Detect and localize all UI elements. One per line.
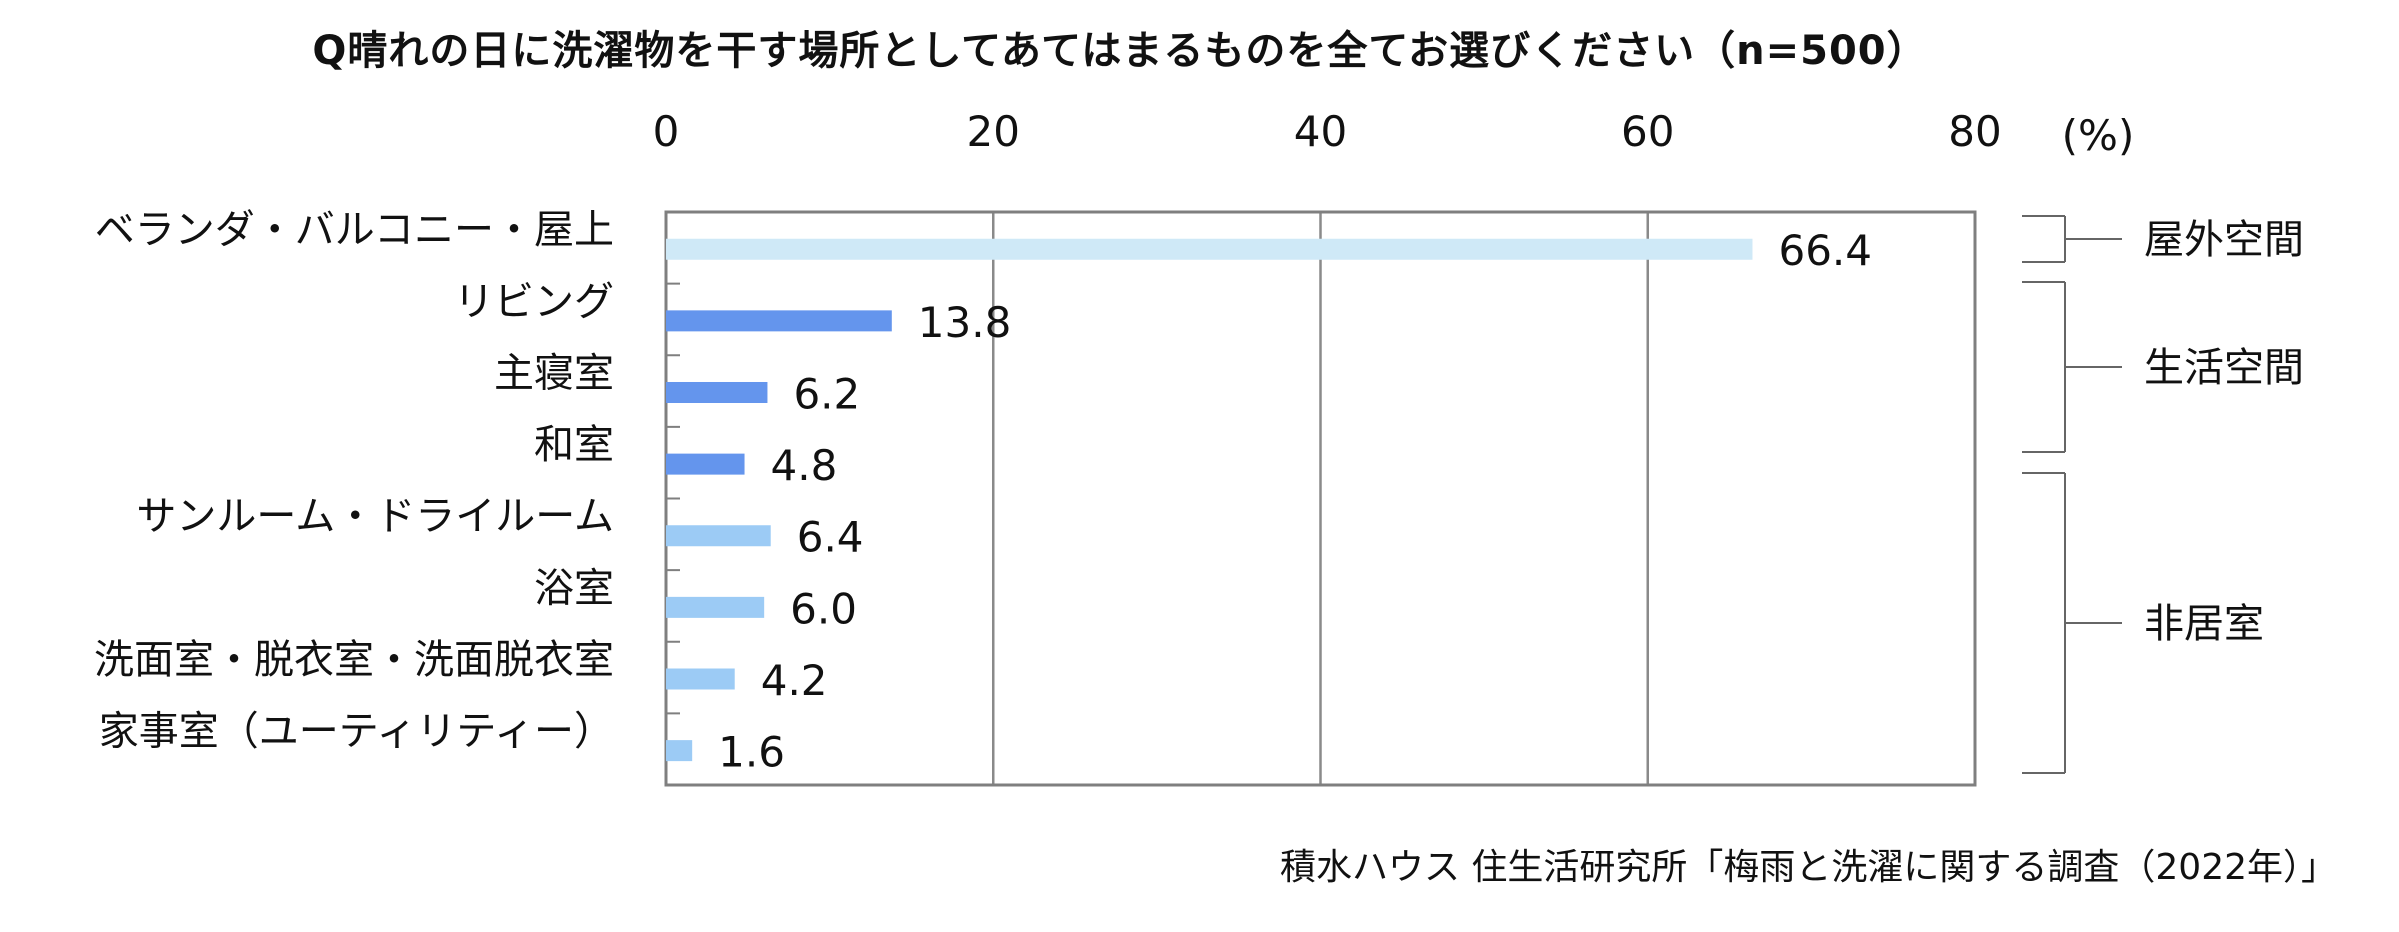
bar [666,310,892,332]
category-label: 主寝室 [494,350,614,396]
group-label: 非居室 [2144,601,2264,647]
category-label: 家事室（ユーティリティー） [99,709,614,755]
data-label: 4.8 [771,441,838,490]
x-tick-label: 40 [1294,107,1347,156]
category-label: リビング [454,279,614,325]
chart-title: Q晴れの日に洗濯物を干す場所としてあてはまるものを全てお選びください（n=500… [312,28,1928,74]
bar [666,525,771,547]
category-label: サンルーム・ドライルーム [136,494,614,540]
bar [666,596,765,618]
category-label: ベランダ・バルコニー・屋上 [95,207,614,253]
x-unit-label: (%) [2062,111,2135,160]
x-tick-label: 80 [1948,107,2001,156]
data-label: 13.8 [918,298,1012,347]
bar [666,668,735,690]
bar [666,381,768,403]
category-label: 浴室 [534,565,614,611]
group-label: 生活空間 [2144,345,2304,391]
category-label: 和室 [534,422,614,468]
data-label: 6.0 [790,584,857,633]
bar [666,740,693,762]
bar [666,453,745,475]
category-label: 洗面室・脱衣室・洗面脱衣室 [94,637,614,683]
x-tick-label: 60 [1621,107,1674,156]
data-label: 66.4 [1778,226,1872,275]
data-label: 4.2 [761,656,828,705]
source-note: 積水ハウス 住生活研究所「梅雨と洗濯に関する調査（2022年）」 [1279,847,2337,888]
x-tick-label: 20 [967,107,1020,156]
bar [666,238,1753,260]
data-label: 6.2 [793,369,860,418]
data-label: 6.4 [797,513,864,562]
group-label: 屋外空間 [2144,217,2304,263]
x-tick-label: 0 [653,107,680,156]
data-label: 1.6 [718,728,785,777]
